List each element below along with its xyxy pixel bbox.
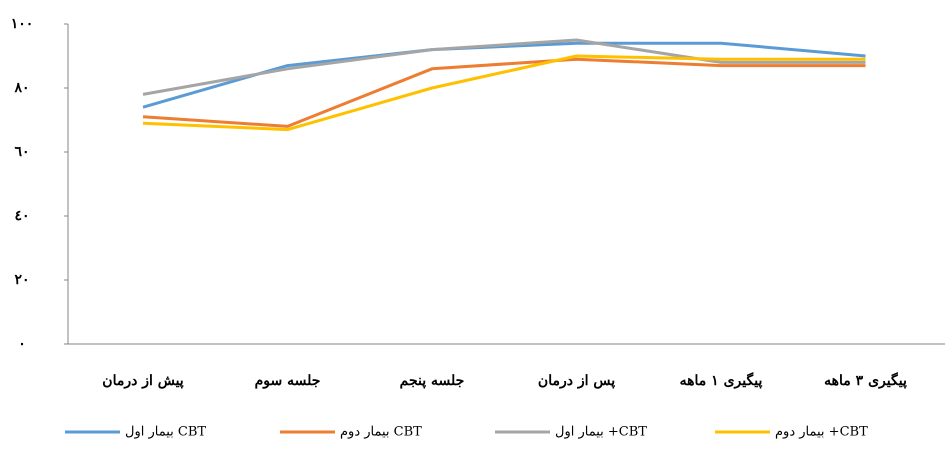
x-tick-label: جلسه پنجم — [400, 373, 465, 389]
series-line — [142, 54, 866, 132]
series-line — [142, 57, 866, 128]
legend-label: بیمار دوم +CBT — [775, 425, 868, 440]
x-tick-label: پیش از درمان — [102, 373, 184, 389]
legend-label: بیمار دوم CBT — [340, 425, 422, 440]
y-tick-label: ٢٠ — [14, 272, 29, 288]
legend-label: بیمار اول +CBT — [555, 425, 647, 440]
y-tick-label: ١٠٠ — [11, 16, 34, 32]
x-tick-label: پیگیری ۳ ماهه — [824, 372, 907, 389]
y-tick-label: ٦٠ — [14, 144, 29, 160]
legend-label: بیمار اول CBT — [125, 425, 206, 440]
x-tick-label: پیگیری ۱ ماهه — [680, 372, 763, 389]
x-tick-label: جلسه سوم — [255, 373, 321, 389]
series-line — [142, 38, 866, 96]
y-tick-label: ٠ — [18, 336, 26, 352]
x-tick-label: پس از درمان — [538, 373, 615, 389]
y-tick-label: ٨٠ — [13, 80, 29, 96]
y-tick-label: ٤٠ — [14, 208, 29, 224]
